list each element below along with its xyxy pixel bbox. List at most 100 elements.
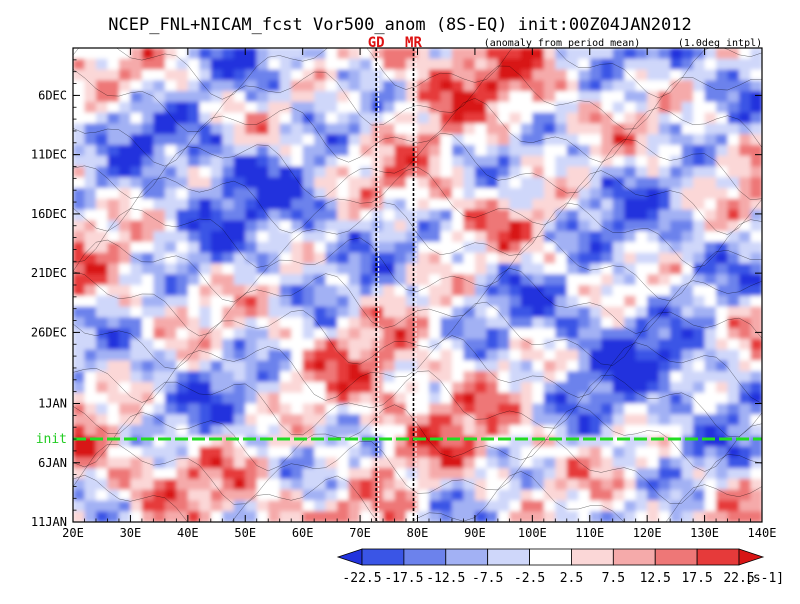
field-cell	[693, 371, 706, 383]
field-cell	[417, 274, 430, 286]
field-cell	[693, 220, 706, 232]
contour-line	[73, 166, 762, 235]
field-cell	[141, 69, 154, 81]
field-cell	[670, 155, 683, 168]
colorbar-cell	[738, 548, 765, 566]
field-cell	[383, 177, 396, 189]
field-cell	[233, 91, 246, 103]
field-cell	[693, 328, 706, 340]
field-cell	[532, 101, 545, 114]
field-cell	[325, 144, 338, 157]
field-cell	[704, 91, 717, 103]
field-cell	[164, 166, 177, 178]
field-cell	[578, 58, 591, 71]
field-cell	[279, 381, 292, 394]
field-cell	[233, 241, 246, 254]
field-cell	[543, 101, 556, 114]
field-cell	[394, 263, 407, 275]
field-cell	[486, 252, 499, 265]
field-cell	[555, 58, 568, 71]
field-cell	[486, 198, 499, 211]
field-cell	[337, 177, 350, 189]
field-cell	[268, 123, 281, 135]
field-cell	[187, 80, 200, 92]
field-cell	[612, 478, 625, 491]
field-cell	[233, 306, 246, 318]
field-cell	[589, 209, 602, 221]
field-cell	[325, 371, 338, 383]
field-cell	[314, 349, 327, 362]
field-cell	[417, 403, 430, 415]
field-cell	[291, 446, 304, 458]
field-cell	[337, 403, 350, 415]
field-cell	[681, 188, 694, 200]
field-cell	[222, 403, 235, 415]
field-cell	[118, 58, 132, 71]
field-cell	[417, 231, 430, 243]
field-cell	[704, 198, 717, 211]
field-cell	[360, 58, 373, 71]
field-cell	[486, 317, 499, 329]
field-cell	[84, 80, 97, 92]
field-cell	[693, 414, 706, 426]
field-cell	[417, 392, 430, 405]
field-cell	[279, 489, 292, 502]
field-cell	[383, 220, 396, 232]
field-cell	[199, 155, 212, 168]
field-cell	[589, 478, 602, 491]
field-cell	[348, 392, 361, 405]
x-tick-label: 100E	[518, 526, 547, 540]
field-cell	[612, 231, 625, 243]
field-cell	[716, 403, 729, 415]
reference-line-labels: GD MR	[368, 35, 423, 51]
field-cell	[463, 220, 476, 232]
field-cell	[428, 177, 442, 189]
field-cell	[635, 166, 648, 178]
field-cell	[543, 166, 556, 178]
field-cell	[532, 144, 545, 157]
field-cell	[107, 338, 120, 351]
field-cell	[360, 478, 373, 491]
field-cell	[268, 101, 281, 114]
field-cell	[474, 144, 487, 157]
field-cell	[635, 252, 648, 265]
field-cell	[474, 328, 487, 340]
field-cell	[153, 511, 166, 522]
field-cell	[360, 123, 373, 135]
field-cell	[578, 306, 591, 318]
field-cell	[84, 123, 97, 135]
field-cell	[486, 166, 499, 178]
colorbar-tick-label: 12.5	[640, 571, 671, 586]
field-cell	[520, 177, 533, 189]
field-cell	[371, 58, 384, 71]
field-cell	[107, 349, 120, 362]
field-cell	[279, 446, 292, 458]
field-cell	[624, 360, 637, 372]
field-cell	[233, 392, 246, 405]
field-cell	[624, 48, 637, 60]
field-cell	[314, 425, 327, 437]
field-cell	[348, 48, 361, 60]
field-cell	[670, 478, 683, 491]
field-cell	[417, 58, 430, 71]
field-cell	[739, 134, 752, 146]
field-cell	[73, 231, 86, 243]
field-cell	[348, 511, 361, 522]
field-cell	[474, 285, 487, 297]
field-cell	[406, 425, 419, 437]
field-cell	[84, 295, 97, 308]
field-cell	[428, 91, 442, 103]
field-cell	[566, 123, 579, 135]
field-cell	[532, 112, 545, 125]
field-cell	[371, 69, 384, 81]
field-cell	[73, 177, 86, 189]
field-cell	[509, 166, 522, 178]
field-cell	[555, 511, 568, 522]
field-cell	[279, 478, 292, 491]
field-cell	[360, 425, 373, 437]
field-cell	[727, 500, 740, 512]
field-cell	[693, 144, 706, 157]
field-cell	[474, 457, 487, 469]
field-cell	[164, 317, 177, 329]
field-cell	[107, 177, 120, 189]
